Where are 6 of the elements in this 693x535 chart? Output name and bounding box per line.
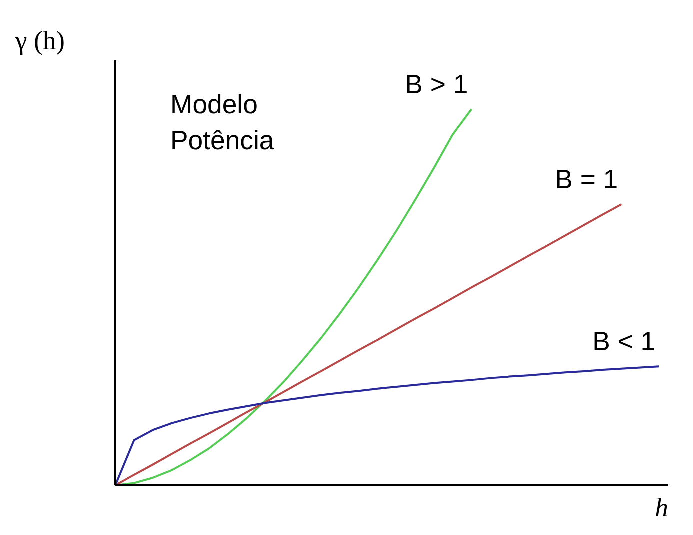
x-axis-title: h (655, 492, 668, 522)
series-label: B = 1 (555, 164, 618, 195)
y-axis-title: γ (h) (14, 26, 66, 56)
series-label: B > 1 (405, 69, 468, 100)
annotation: Modelo Potência (170, 90, 274, 156)
series-label: B < 1 (592, 326, 656, 357)
